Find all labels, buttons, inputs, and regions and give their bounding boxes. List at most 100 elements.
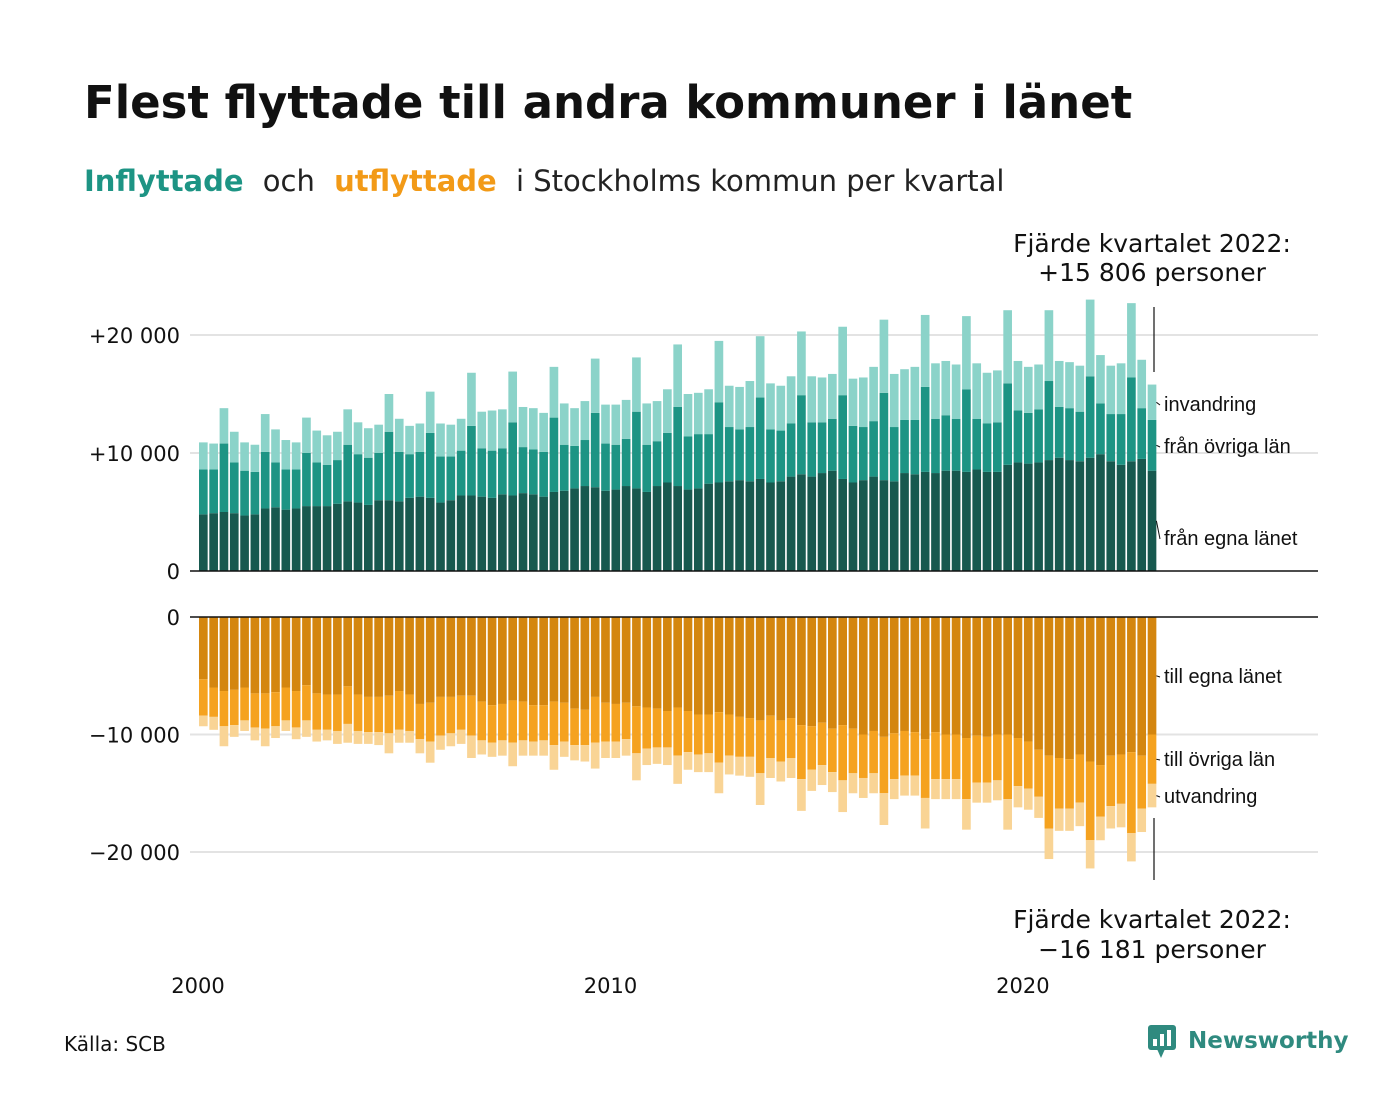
bar-in-segment — [745, 381, 755, 428]
bar-in-segment — [1096, 355, 1105, 404]
bar-out-segment — [704, 617, 713, 715]
bar-out-segment — [549, 701, 559, 746]
bar-out-segment — [931, 732, 940, 780]
bar-out-segment — [302, 720, 311, 737]
bar-in-segment — [1044, 381, 1054, 461]
bar-out-segment — [384, 617, 394, 696]
bar-in-segment — [755, 397, 765, 479]
bar-in-segment — [786, 376, 796, 424]
bar-out-segment — [869, 773, 878, 794]
bar-out-segment — [1147, 734, 1157, 784]
bar-out-segment — [1116, 617, 1126, 755]
bar-in-segment — [363, 457, 373, 505]
bar-out-segment — [250, 693, 260, 728]
bar-in-segment — [714, 402, 724, 483]
bar-in-segment — [436, 423, 445, 457]
bar-out-segment — [219, 617, 229, 692]
x-tick-label: 2000 — [171, 974, 224, 998]
bar-out-segment — [209, 687, 218, 717]
bar-in-segment — [704, 389, 713, 435]
bar-out-segment — [797, 725, 806, 780]
bar-out-segment — [848, 728, 858, 774]
bar-in-segment — [498, 494, 507, 571]
bar-out-segment — [621, 617, 631, 703]
bar-in-segment — [848, 425, 858, 483]
bar-in-segment — [1044, 460, 1054, 571]
bar-out-segment — [663, 711, 672, 748]
bar-in-segment — [374, 424, 383, 453]
bar-in-segment — [250, 514, 260, 571]
bar-in-segment — [1065, 408, 1074, 461]
bar-out-segment — [343, 686, 353, 724]
bar-in-segment — [518, 493, 528, 571]
bar-in-segment — [1127, 303, 1136, 378]
bar-in-segment — [1034, 462, 1043, 571]
bar-in-segment — [724, 427, 734, 482]
bar-out-segment — [745, 617, 755, 719]
bar-in-segment — [621, 438, 631, 487]
bar-out-segment — [621, 739, 631, 756]
bar-in-segment — [683, 489, 693, 571]
bar-in-segment — [1137, 359, 1147, 409]
bar-out-segment — [601, 617, 610, 703]
bar-in-segment — [199, 469, 208, 515]
bar-out-segment — [467, 617, 476, 696]
bar-out-segment — [312, 617, 322, 694]
bar-in-segment — [931, 363, 940, 419]
bar-out-segment — [920, 739, 930, 798]
bar-in-segment — [405, 454, 414, 498]
bar-out-segment — [982, 736, 992, 783]
bar-out-segment — [1096, 765, 1105, 817]
bar-in-segment — [1137, 408, 1147, 459]
bar-in-segment — [1044, 310, 1054, 382]
bar-in-segment — [776, 385, 786, 431]
bar-in-segment — [549, 366, 559, 418]
bar-out-segment — [219, 691, 229, 727]
bar-out-segment — [900, 730, 909, 776]
bar-in-segment — [322, 506, 332, 571]
bar-in-segment — [621, 399, 631, 439]
bar-out-segment — [1096, 617, 1105, 766]
bar-in-segment — [425, 391, 435, 433]
bar-out-segment — [570, 708, 579, 746]
bar-out-segment — [291, 617, 301, 692]
bar-out-segment — [889, 617, 899, 734]
bar-in-segment — [673, 406, 682, 487]
bar-in-segment — [250, 471, 260, 515]
bar-in-segment — [910, 366, 920, 420]
bar-out-segment — [415, 703, 425, 740]
bar-in-segment — [642, 491, 652, 571]
bar-out-segment — [1096, 816, 1105, 841]
bar-out-segment — [1106, 617, 1116, 756]
bar-in-segment — [663, 432, 672, 483]
bar-in-segment — [394, 451, 404, 502]
bar-in-segment — [776, 430, 786, 482]
bar-in-segment — [260, 508, 270, 571]
bar-in-segment — [229, 431, 239, 463]
bar-in-segment — [1106, 414, 1116, 462]
bar-in-segment — [302, 506, 311, 571]
bar-out-segment — [281, 720, 291, 731]
bar-out-segment — [394, 691, 404, 730]
bar-out-segment — [951, 734, 961, 780]
bar-out-segment — [518, 740, 528, 756]
bar-out-segment — [219, 726, 229, 747]
bar-out-segment — [570, 617, 579, 709]
bar-out-segment — [858, 734, 868, 778]
bar-in-segment — [1106, 365, 1116, 415]
bar-in-segment — [271, 462, 280, 508]
bar-in-segment — [353, 422, 363, 455]
bar-out-segment — [807, 726, 817, 770]
bar-in-segment — [343, 444, 353, 502]
bar-in-segment — [508, 495, 518, 571]
bar-out-segment — [240, 720, 249, 731]
bar-in-segment — [611, 489, 621, 571]
bar-in-segment — [683, 394, 693, 437]
bar-in-segment — [436, 502, 445, 571]
bar-out-segment — [559, 702, 569, 742]
bar-out-segment — [467, 735, 476, 758]
bar-out-segment — [590, 617, 600, 697]
bar-in-segment — [302, 453, 311, 507]
bar-in-segment — [642, 403, 652, 445]
bar-out-segment — [1065, 617, 1074, 760]
